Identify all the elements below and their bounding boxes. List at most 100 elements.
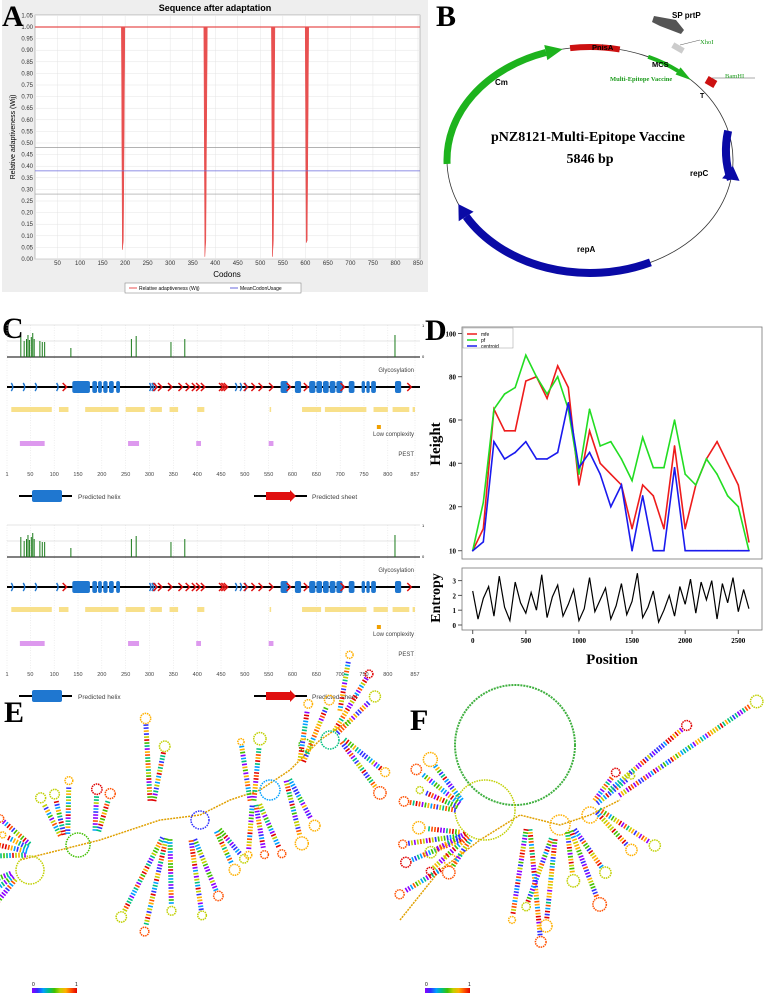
rna-structure-f-base-pair <box>445 791 450 797</box>
x-tick-label: 2500 <box>731 637 746 645</box>
rna-structure-f-base-pair <box>610 785 615 791</box>
rna-structure-f-base-pair <box>601 817 606 822</box>
mcs-label: MCS <box>652 60 669 69</box>
rna-structure-e-base-pair <box>243 775 249 778</box>
repa-gene <box>462 214 652 277</box>
rna-structure-f-base-pair <box>523 828 529 832</box>
predicted-helix <box>336 581 343 593</box>
data-point-pf <box>673 419 676 421</box>
rna-structure-e-base-pair <box>15 839 19 845</box>
rna-structure-f-base-pair <box>644 756 649 762</box>
rna-structure-f-base-pair <box>436 861 441 866</box>
predicted-helix <box>72 581 90 593</box>
rna-structure-e-base-pair <box>290 809 297 812</box>
rna-structure-e-base-pair <box>133 886 139 891</box>
rna-structure-e-hairpin-loop <box>277 849 287 859</box>
data-point-mfe <box>546 397 548 400</box>
rna-structure-f-base-pair <box>550 859 556 862</box>
rna-structure-e-base-pair <box>134 884 140 888</box>
wij-dip <box>271 26 276 257</box>
rna-structure-f-base-pair <box>704 733 709 739</box>
rna-structure-f-base-pair <box>568 858 574 861</box>
rna-structure-e-base-pair <box>145 916 151 920</box>
rna-structure-e-base-pair <box>304 711 310 714</box>
rna-structure-e-base-pair <box>274 841 280 846</box>
residue-tick-label: 300 <box>145 672 154 678</box>
data-point-pf <box>556 375 559 378</box>
rna-structure-f-base-pair <box>517 867 523 870</box>
rna-structure-e-hairpin-loop <box>323 694 335 706</box>
colorbar-e-max-label: 1 <box>75 982 78 988</box>
rna-structure-e-base-pair <box>138 876 145 880</box>
rna-structure-e-base-pair <box>236 850 242 856</box>
predicted-helix <box>116 381 120 393</box>
rna-structure-e-base-pair <box>361 752 366 758</box>
rna-structure-f-base-pair <box>417 879 422 885</box>
residue-tick-label: 100 <box>50 472 59 478</box>
rna-structure-e-base-pair <box>366 776 372 781</box>
rna-structure-f-base-pair <box>676 729 682 735</box>
rna-structure-e-hairpin-loop <box>368 690 382 703</box>
low-complexity-region <box>58 407 69 412</box>
rna-structure-e-base-pair <box>193 872 199 875</box>
rna-structure-e-base-pair <box>8 882 14 887</box>
rna-structure-f-base-pair <box>460 838 466 844</box>
rna-structure-f-base-pair <box>582 866 589 870</box>
rna-structure-e-base-pair <box>161 846 167 850</box>
rna-structure-e-base-pair <box>97 826 103 830</box>
rna-structure-f-base-pair <box>625 787 630 793</box>
rna-structure-e-base-pair <box>283 780 289 783</box>
rna-structure-e-base-pair <box>147 904 154 908</box>
rna-structure-f-base-pair <box>517 864 524 867</box>
rna-structure-e-base-pair <box>53 825 59 829</box>
rna-structure-f-base-pair <box>741 707 746 713</box>
rna-structure-f-base-pair <box>436 795 440 801</box>
rna-structure-f-base-pair <box>460 848 466 853</box>
rna-structure-e-base-pair <box>0 897 3 901</box>
low-complexity-region <box>412 607 415 612</box>
pest-region <box>128 641 140 646</box>
rna-structure-e-hairpin-loop <box>345 650 354 660</box>
rna-structure-f-base-pair <box>526 896 532 900</box>
rna-structure-f-base-pair <box>568 864 575 867</box>
rna-structure-e-base-pair <box>340 725 345 731</box>
y-tick-label: 0.25 <box>21 199 33 205</box>
glycosylation-label: Glycosylation <box>378 568 414 574</box>
glyco-axis-min: 0 <box>422 354 425 359</box>
data-point-centroid <box>588 451 591 454</box>
rna-structure-f-base-pair <box>588 880 594 884</box>
rna-structure-f-base-pair <box>525 899 531 903</box>
rna-structure-e-base-pair <box>285 785 291 789</box>
x-tick-label: 400 <box>210 261 221 267</box>
predicted-helix <box>309 381 316 393</box>
rna-structure-f-base-pair <box>421 801 424 808</box>
rna-structure-e-base-pair <box>19 835 25 841</box>
rna-structure-e-base-pair <box>346 750 352 755</box>
rna-structure-e-base-pair <box>315 726 321 730</box>
rna-structure-f-base-pair <box>579 837 585 842</box>
helix-turn <box>234 382 238 392</box>
rna-structure-f-base-pair <box>451 828 454 835</box>
rna-structure-f-base-pair <box>537 868 543 872</box>
rna-structure-f-base-pair <box>667 758 672 764</box>
rna-structure-f-base-pair <box>449 848 455 854</box>
rna-structure-e-base-pair <box>265 822 272 826</box>
rna-structure-f-base-pair <box>438 867 442 873</box>
rna-structure-f-base-pair <box>455 855 462 860</box>
rna-structure-f-base-pair <box>449 838 454 844</box>
rna-structure-e-base-pair <box>304 751 310 755</box>
rna-structure-e-base-pair <box>300 801 306 806</box>
rna-structure-f-base-pair <box>453 807 457 813</box>
residue-tick-label: 350 <box>169 472 178 478</box>
rna-structure-e-base-pair <box>300 735 307 738</box>
rna-structure-e-base-pair <box>299 746 305 750</box>
rna-structure-f-base-pair <box>649 752 654 758</box>
rna-structure-e-base-pair <box>300 741 306 744</box>
x-tick-label: 650 <box>323 261 334 267</box>
predicted-helix <box>394 581 402 593</box>
rna-structure-e-base-pair <box>96 829 102 833</box>
rna-structure-f-base-pair <box>520 849 526 852</box>
rna-structure-e-base-pair <box>246 795 253 799</box>
rna-structure-f-base-pair <box>632 782 637 788</box>
